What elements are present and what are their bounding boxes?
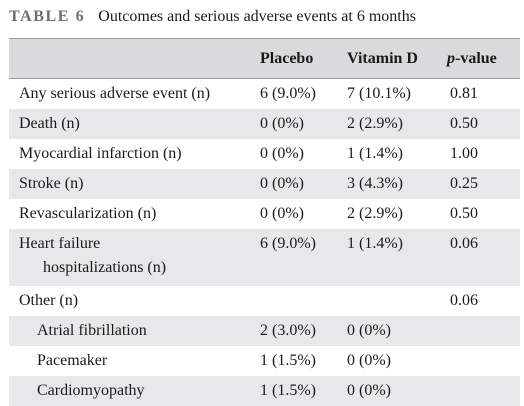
cell-placebo: 0 (0%) [260, 175, 304, 192]
row-label: Other (n) [19, 292, 79, 309]
table-row-other: Other (n) 0.06 [9, 286, 520, 316]
row-label: Heart failure [19, 235, 101, 252]
cell-vitamin-d: 0 (0%) [347, 352, 391, 369]
cell-p-value: 0.06 [450, 292, 478, 309]
header-placebo: Placebo [260, 50, 314, 67]
cell-vitamin-d: 1 (1.4%) [347, 235, 403, 252]
row-label: Cardiomyopathy [37, 382, 145, 399]
header-p-suffix: -value [455, 50, 497, 67]
cell-vitamin-d: 0 (0%) [347, 322, 391, 339]
header-vitamin-d: Vitamin D [347, 50, 418, 67]
cell-placebo: 6 (9.0%) [260, 235, 316, 252]
table-row-pacemaker: Pacemaker 1 (1.5%) 0 (0%) [9, 346, 520, 376]
cell-p-value: 0.50 [450, 115, 478, 132]
row-label: Atrial fibrillation [37, 322, 147, 339]
cell-vitamin-d: 0 (0%) [347, 382, 391, 399]
row-label: Pacemaker [37, 352, 108, 369]
row-label: Myocardial infarction (n) [19, 145, 182, 162]
table-row-stroke: Stroke (n) 0 (0%) 3 (4.3%) 0.25 [9, 169, 520, 199]
table-row-any-serious-adverse-event: Any serious adverse event (n) 6 (9.0%) 7… [9, 79, 520, 109]
cell-placebo: 0 (0%) [260, 115, 304, 132]
cell-vitamin-d: 1 (1.4%) [347, 145, 403, 162]
table-row-myocardial-infarction: Myocardial infarction (n) 0 (0%) 1 (1.4%… [9, 139, 520, 169]
cell-p-value: 1.00 [450, 145, 478, 162]
table-row-atrial-fibrillation: Atrial fibrillation 2 (3.0%) 0 (0%) [9, 316, 520, 346]
row-label: Death (n) [19, 115, 80, 132]
cell-vitamin-d: 2 (2.9%) [347, 115, 403, 132]
cell-placebo: 0 (0%) [260, 145, 304, 162]
table-row-death: Death (n) 0 (0%) 2 (2.9%) 0.50 [9, 109, 520, 139]
cell-vitamin-d: 3 (4.3%) [347, 175, 403, 192]
table-row-heart-failure: Heart failure hospitalizations (n) 6 (9.… [9, 229, 520, 286]
header-p-letter: p [447, 50, 455, 67]
cell-vitamin-d: 2 (2.9%) [347, 205, 403, 222]
header-p-value: p-value [447, 50, 497, 68]
row-label: Revascularization (n) [19, 205, 157, 222]
cell-placebo: 6 (9.0%) [260, 85, 316, 102]
cell-p-value: 0.50 [450, 205, 478, 222]
table-number: TABLE 6 [9, 8, 86, 25]
cell-placebo: 2 (3.0%) [260, 322, 316, 339]
cell-vitamin-d: 7 (10.1%) [347, 85, 411, 102]
table-row-revascularization: Revascularization (n) 0 (0%) 2 (2.9%) 0.… [9, 199, 520, 229]
table-title: Outcomes and serious adverse events at 6… [98, 8, 416, 25]
cell-placebo: 1 (1.5%) [260, 382, 316, 399]
cell-p-value: 0.25 [450, 175, 478, 192]
row-label-continuation: hospitalizations (n) [43, 259, 167, 276]
cell-p-value: 0.81 [450, 85, 478, 102]
table-header-row: Placebo Vitamin D p-value [9, 38, 520, 79]
row-label: Stroke (n) [19, 175, 84, 192]
cell-placebo: 0 (0%) [260, 205, 304, 222]
cell-placebo: 1 (1.5%) [260, 352, 316, 369]
table-row-cardiomyopathy: Cardiomyopathy 1 (1.5%) 0 (0%) [9, 376, 520, 406]
row-label: Any serious adverse event (n) [19, 85, 211, 102]
cell-p-value: 0.06 [450, 235, 478, 252]
outcomes-table: Placebo Vitamin D p-value Any serious ad… [9, 38, 520, 406]
table-caption: TABLE 6 Outcomes and serious adverse even… [9, 8, 416, 26]
